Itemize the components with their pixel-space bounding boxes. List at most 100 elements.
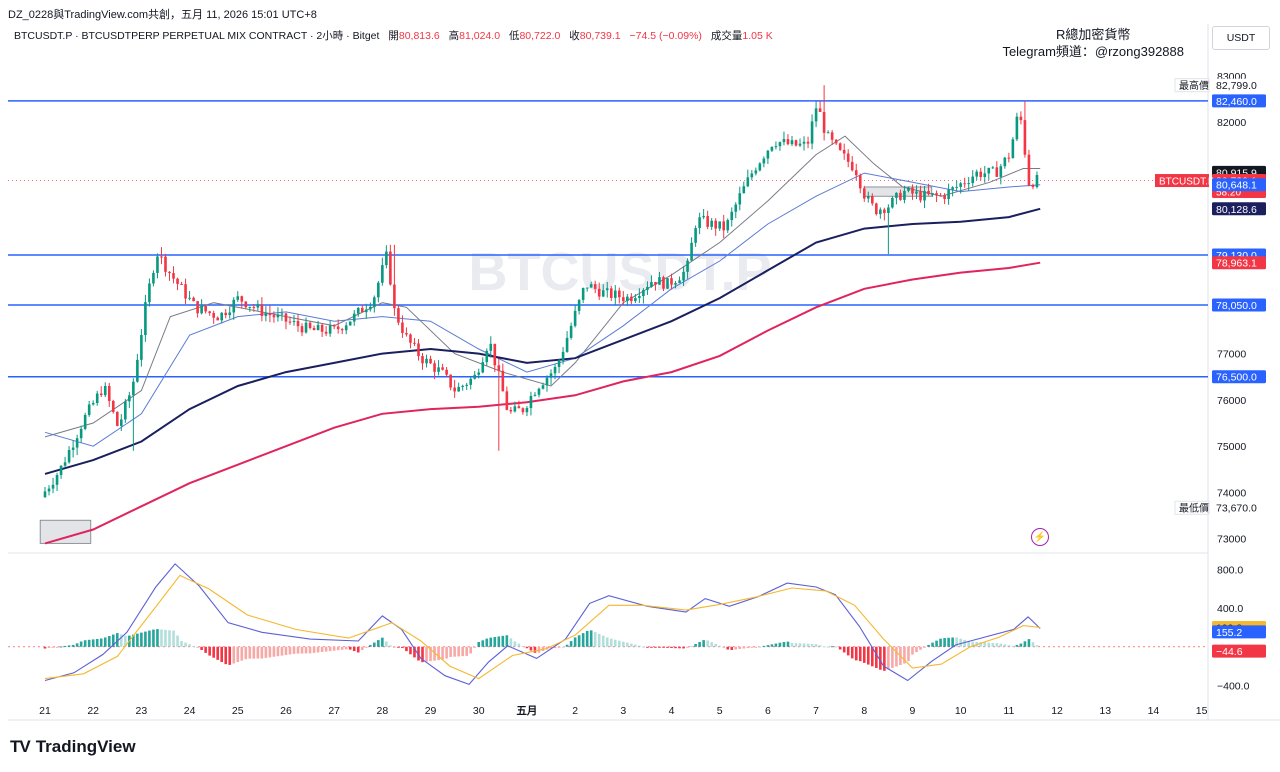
candle-body bbox=[646, 286, 649, 290]
macd-histogram-bar bbox=[911, 646, 914, 655]
candle-body bbox=[188, 297, 191, 299]
candle-body bbox=[911, 187, 914, 194]
macd-histogram-bar bbox=[630, 643, 633, 647]
macd-histogram-bar bbox=[272, 646, 276, 657]
candle-body bbox=[477, 372, 481, 375]
candle-body bbox=[513, 406, 517, 412]
candle-body bbox=[694, 228, 697, 243]
macd-histogram-bar bbox=[903, 646, 906, 664]
candle-body bbox=[883, 209, 886, 214]
candle-body bbox=[927, 191, 930, 195]
candle-body bbox=[336, 326, 340, 330]
candle-body bbox=[99, 393, 103, 396]
candle-body bbox=[533, 394, 537, 396]
candle-body bbox=[220, 312, 224, 321]
candle-body bbox=[59, 465, 63, 476]
macd-histogram-bar bbox=[955, 637, 958, 647]
price-marker-78963.1-bg bbox=[1212, 256, 1266, 270]
macd-histogram-bar bbox=[919, 646, 922, 650]
candle-body bbox=[971, 176, 975, 184]
macd-histogram-bar bbox=[1007, 645, 1011, 647]
candle-body bbox=[638, 296, 641, 299]
candle-body bbox=[887, 207, 890, 214]
macd-histogram-bar bbox=[292, 646, 296, 654]
macd-histogram-bar bbox=[437, 646, 440, 661]
time-tick-label: 6 bbox=[765, 705, 771, 717]
candle-body bbox=[156, 256, 159, 273]
candle-body bbox=[292, 320, 296, 322]
candle-body bbox=[698, 217, 701, 229]
candle-body bbox=[465, 384, 468, 386]
candle-body bbox=[136, 359, 139, 382]
candle-body bbox=[489, 343, 493, 351]
candle-body bbox=[581, 288, 585, 300]
candle-body bbox=[232, 299, 236, 313]
macd-histogram-bar bbox=[577, 635, 581, 647]
currency-unit-button[interactable]: USDT bbox=[1212, 26, 1270, 50]
candle-body bbox=[710, 220, 713, 227]
macd-histogram-bar bbox=[834, 646, 838, 648]
candle-body bbox=[943, 195, 946, 200]
macd-histogram-bar bbox=[501, 635, 505, 647]
candle-body bbox=[862, 188, 866, 199]
price-marker-78963.1: 78,963.1 bbox=[1216, 258, 1257, 270]
candle-body bbox=[425, 358, 428, 364]
macd-histogram-bar bbox=[842, 646, 846, 653]
volume-value: 1.05 K bbox=[742, 30, 773, 42]
candle-body bbox=[103, 386, 107, 396]
high-value: 81,024.0 bbox=[459, 30, 501, 42]
candle-body bbox=[650, 282, 653, 287]
snapshot-stamp: DZ_0228與TradingView.com共創，五月 11, 2026 15… bbox=[8, 9, 317, 21]
time-tick-label: 8 bbox=[861, 705, 867, 717]
candle-body bbox=[963, 183, 966, 185]
candle-body bbox=[658, 277, 661, 285]
macd-histogram-bar bbox=[866, 646, 870, 665]
macd-histogram-bar bbox=[794, 643, 798, 647]
macd-histogram-bar bbox=[75, 643, 79, 647]
candle-body bbox=[810, 121, 814, 144]
macd-histogram-bar bbox=[136, 633, 139, 647]
level-tag-82460: 82,460.0 bbox=[1216, 96, 1257, 108]
macd-histogram-bar bbox=[200, 646, 203, 650]
candle-body bbox=[1027, 154, 1031, 186]
candle-body bbox=[822, 111, 826, 133]
time-tick-label: 五月 bbox=[516, 705, 537, 717]
symbol-title[interactable]: BTCUSDT.P · BTCUSDTPERP PERPETUAL MIX CO… bbox=[14, 30, 380, 42]
macd-histogram-bar bbox=[176, 635, 179, 647]
candle-body bbox=[401, 322, 404, 334]
low-label: 低 bbox=[508, 30, 520, 42]
macd-histogram-bar bbox=[91, 639, 95, 647]
lightning-icon[interactable]: ⚡ bbox=[1031, 528, 1049, 546]
macd-histogram-bar bbox=[774, 643, 778, 647]
macd-histogram-bar bbox=[152, 629, 155, 647]
macd-histogram-bar bbox=[344, 646, 348, 650]
macd-histogram-bar bbox=[702, 640, 705, 647]
candle-body bbox=[509, 409, 513, 412]
candle-body bbox=[593, 284, 597, 289]
macd-histogram-bar bbox=[706, 640, 709, 647]
level-tag-82460-bg bbox=[1212, 94, 1266, 108]
candle-body bbox=[83, 414, 87, 429]
macd-tick-label: 400.0 bbox=[1217, 603, 1243, 615]
macd-histogram-bar bbox=[393, 646, 396, 648]
candle-body bbox=[569, 325, 573, 338]
candle-body bbox=[192, 297, 195, 302]
candle-body bbox=[236, 296, 240, 300]
candle-body bbox=[1011, 139, 1015, 159]
macd-histogram-bar bbox=[469, 646, 473, 654]
candle-body bbox=[95, 393, 99, 403]
candle-body bbox=[919, 191, 922, 201]
candle-body bbox=[312, 328, 316, 331]
macd-histogram-bar bbox=[115, 633, 119, 647]
candle-body bbox=[762, 158, 766, 164]
macd-histogram-bar bbox=[601, 635, 605, 647]
macd-histogram-bar bbox=[818, 645, 822, 647]
macd-histogram-bar bbox=[196, 646, 199, 648]
change-value: −74.5 (−0.09%) bbox=[629, 30, 702, 42]
macd-histogram-bar bbox=[340, 646, 344, 650]
macd-histogram-bar bbox=[947, 637, 950, 647]
candle-body bbox=[152, 272, 155, 284]
macd-histogram-bar bbox=[983, 642, 987, 647]
macd-histogram-bar bbox=[846, 646, 850, 656]
